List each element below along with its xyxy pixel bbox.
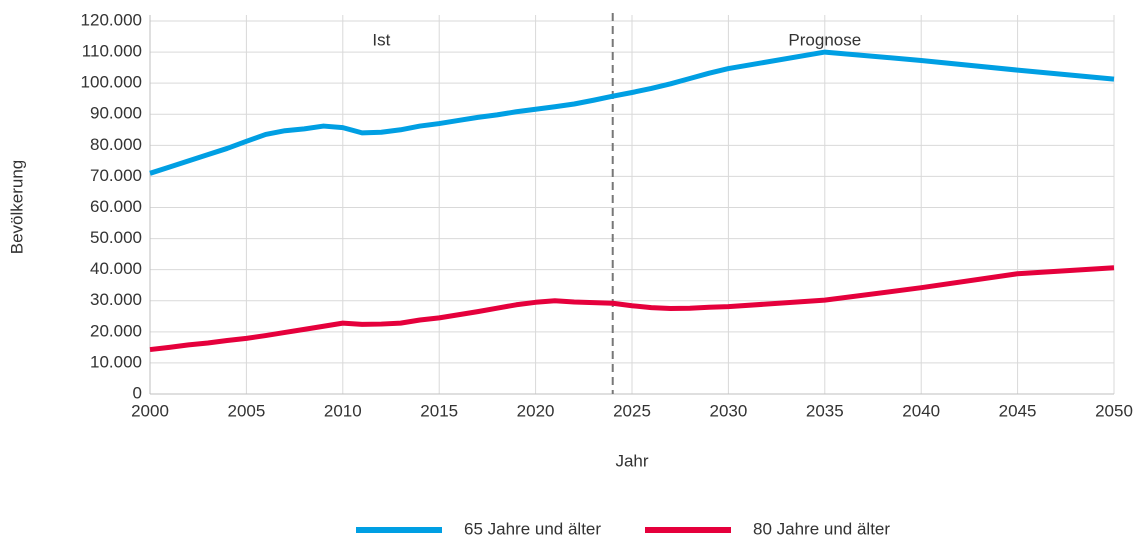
legend-label: 80 Jahre und älter	[753, 519, 890, 538]
y-tick-label: 110.000	[82, 42, 142, 61]
y-axis-label: Bevölkerung	[7, 160, 26, 255]
x-axis-label: Jahr	[615, 451, 648, 470]
x-tick-label: 2025	[613, 401, 651, 420]
series-line	[149, 265, 1115, 353]
x-tick-label: 2040	[902, 401, 940, 420]
y-tick-label: 0	[133, 383, 142, 402]
y-tick-label: 80.000	[90, 135, 142, 154]
y-tick-label: 10.000	[90, 352, 142, 371]
y-tick-label: 90.000	[90, 104, 142, 123]
x-tick-label: 2030	[709, 401, 747, 420]
y-tick-label: 30.000	[90, 290, 142, 309]
y-tick-label: 50.000	[90, 228, 142, 247]
x-tick-label: 2035	[806, 401, 844, 420]
annotation: Ist	[372, 30, 390, 49]
annotation: Prognose	[788, 30, 861, 49]
series-line	[149, 49, 1115, 176]
y-tick-label: 40.000	[90, 259, 142, 278]
x-tick-label: 2015	[420, 401, 458, 420]
x-tick-label: 2000	[131, 401, 169, 420]
x-tick-label: 2010	[324, 401, 362, 420]
y-tick-label: 20.000	[90, 321, 142, 340]
legend-label: 65 Jahre und älter	[464, 519, 601, 538]
y-tick-label: 70.000	[90, 166, 142, 185]
x-tick-label: 2050	[1095, 401, 1133, 420]
x-tick-label: 2005	[227, 401, 265, 420]
x-tick-label: 2020	[517, 401, 555, 420]
y-tick-label: 120.000	[81, 10, 142, 29]
x-tick-label: 2045	[999, 401, 1037, 420]
y-tick-label: 100.000	[81, 73, 142, 92]
y-tick-label: 60.000	[90, 197, 142, 216]
